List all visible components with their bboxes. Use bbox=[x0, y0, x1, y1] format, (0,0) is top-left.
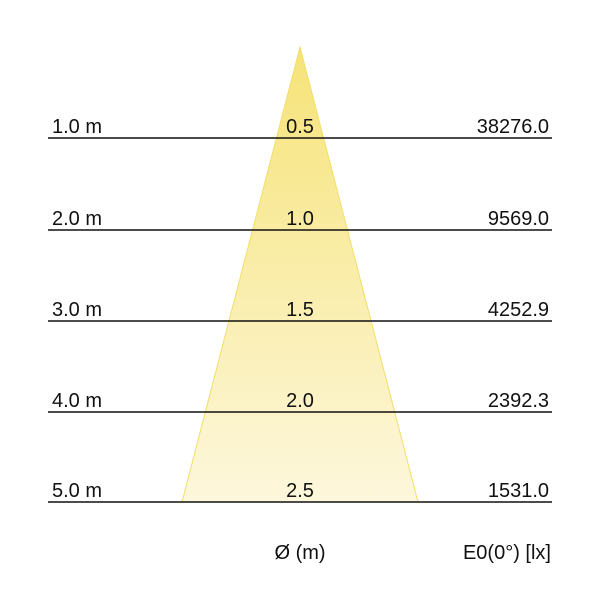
diameter-value: 1.5 bbox=[286, 299, 314, 321]
distance-label: 3.0 m bbox=[52, 299, 102, 321]
diameter-value: 2.5 bbox=[286, 480, 314, 502]
diameter-value: 1.0 bbox=[286, 208, 314, 230]
illuminance-value: 2392.3 bbox=[488, 390, 549, 412]
distance-label: 2.0 m bbox=[52, 208, 102, 230]
diameter-value: 0.5 bbox=[286, 116, 314, 138]
distance-label: 5.0 m bbox=[52, 480, 102, 502]
illuminance-value: 38276.0 bbox=[477, 116, 549, 138]
diameter-value: 2.0 bbox=[286, 390, 314, 412]
diameter-axis-label: Ø (m) bbox=[274, 542, 325, 564]
distance-label: 1.0 m bbox=[52, 116, 102, 138]
illuminance-value: 1531.0 bbox=[488, 480, 549, 502]
illuminance-value: 9569.0 bbox=[488, 208, 549, 230]
illuminance-value: 4252.9 bbox=[488, 299, 549, 321]
distance-label: 4.0 m bbox=[52, 390, 102, 412]
illuminance-axis-label: E0(0°) [lx] bbox=[463, 542, 551, 564]
